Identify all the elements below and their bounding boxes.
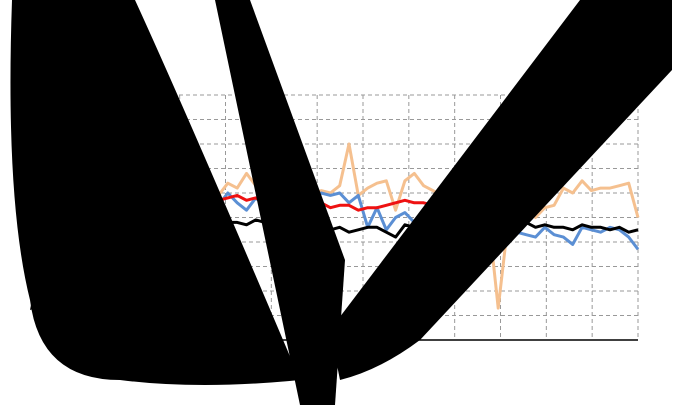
occlusion	[10, 0, 672, 405]
occluding-shape	[30, 0, 120, 310]
occluding-shape	[215, 0, 345, 405]
occluding-shape	[330, 0, 672, 380]
